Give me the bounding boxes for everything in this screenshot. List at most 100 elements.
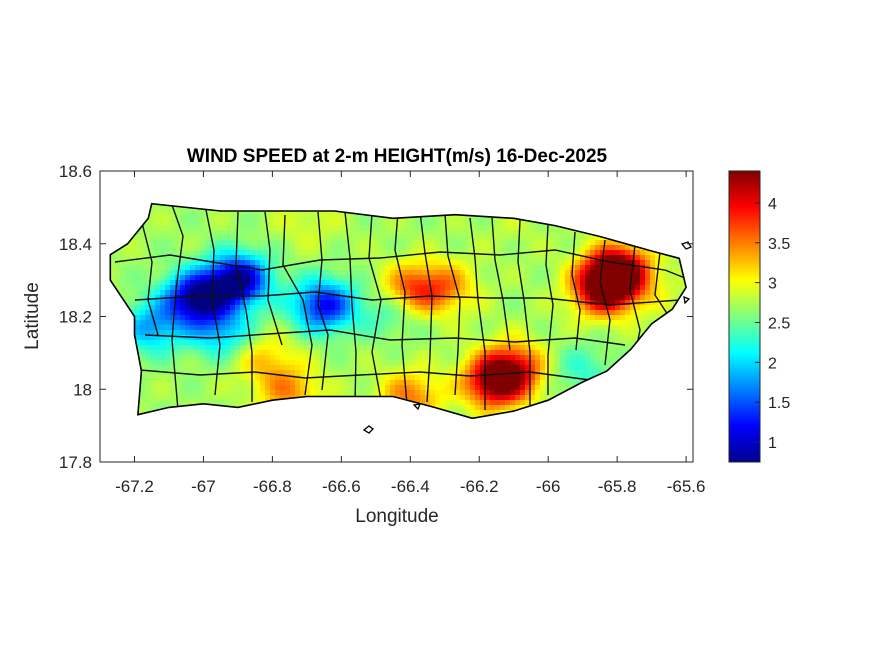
heat-cell — [570, 300, 576, 306]
heat-cell — [330, 320, 336, 326]
heat-cell — [600, 280, 606, 286]
heat-cell — [315, 250, 321, 256]
heat-cell — [265, 310, 271, 316]
heat-cell — [200, 380, 206, 386]
heat-cell — [460, 310, 466, 316]
heat-cell — [270, 380, 276, 386]
heat-cell — [190, 380, 196, 386]
heat-cell — [610, 310, 616, 316]
heat-cell — [180, 220, 186, 226]
heat-cell — [205, 245, 211, 251]
heat-cell — [290, 240, 296, 246]
heat-cell — [245, 215, 251, 221]
heat-cell — [440, 390, 446, 396]
heat-cell — [225, 310, 231, 316]
heat-cell — [320, 340, 326, 346]
heat-cell — [225, 365, 231, 371]
heat-cell — [150, 305, 156, 311]
heat-cell — [170, 225, 176, 231]
heat-cell — [275, 305, 281, 311]
heat-cell — [490, 245, 496, 251]
heat-cell — [380, 360, 386, 366]
heat-cell — [270, 230, 276, 236]
heat-cell — [230, 235, 236, 241]
heat-cell — [415, 330, 421, 336]
heat-cell — [475, 310, 481, 316]
heat-cell — [520, 380, 526, 386]
heat-cell — [215, 250, 221, 256]
heat-cell — [220, 385, 226, 391]
heat-cell — [495, 345, 501, 351]
heat-cell — [505, 340, 511, 346]
heat-cell — [390, 295, 396, 301]
heat-cell — [565, 280, 571, 286]
heat-cell — [370, 385, 376, 391]
heat-cell — [250, 330, 256, 336]
heat-cell — [380, 285, 386, 291]
heat-cell — [380, 370, 386, 376]
heat-cell — [590, 265, 596, 271]
heat-cell — [260, 210, 266, 216]
heat-cell — [465, 235, 471, 241]
heat-cell — [150, 375, 156, 381]
heat-cell — [290, 370, 296, 376]
heat-cell — [420, 240, 426, 246]
heat-cell — [520, 265, 526, 271]
heat-cell — [280, 225, 286, 231]
heat-cell — [390, 260, 396, 266]
heat-cell — [375, 345, 381, 351]
heat-cell — [195, 260, 201, 266]
heat-cell — [235, 255, 241, 261]
heat-cell — [205, 315, 211, 321]
heat-cell — [365, 360, 371, 366]
heat-cell — [275, 285, 281, 291]
heat-cell — [370, 275, 376, 281]
heat-cell — [395, 240, 401, 246]
heat-cell — [540, 395, 546, 401]
heat-cell — [160, 365, 166, 371]
heat-cell — [255, 300, 261, 306]
heat-cell — [400, 375, 406, 381]
heat-cell — [195, 265, 201, 271]
heat-cell — [240, 325, 246, 331]
heat-cell — [190, 255, 196, 261]
heat-cell — [235, 295, 241, 301]
heat-cell — [345, 365, 351, 371]
heat-cell — [365, 265, 371, 271]
heat-cell — [535, 355, 541, 361]
heat-cell — [175, 285, 181, 291]
heat-cell — [600, 240, 606, 246]
heat-cell — [275, 340, 281, 346]
heat-cell — [295, 240, 301, 246]
heat-cell — [550, 250, 556, 256]
heat-cell — [170, 210, 176, 216]
heat-cell — [160, 330, 166, 336]
heat-cell — [325, 380, 331, 386]
heat-cell — [180, 295, 186, 301]
heat-cell — [515, 340, 521, 346]
heat-cell — [495, 310, 501, 316]
heat-cell — [555, 330, 561, 336]
heat-cell — [480, 230, 486, 236]
heat-cell — [545, 260, 551, 266]
heat-cell — [270, 300, 276, 306]
heat-cell — [240, 210, 246, 216]
heat-cell — [180, 325, 186, 331]
heat-cell — [200, 225, 206, 231]
heat-cell — [435, 335, 441, 341]
heat-cell — [360, 330, 366, 336]
heat-cell — [120, 245, 126, 251]
heat-cell — [325, 315, 331, 321]
heat-cell — [135, 310, 141, 316]
heat-cell — [195, 215, 201, 221]
heat-cell — [250, 395, 256, 401]
heat-cell — [375, 310, 381, 316]
heat-cell — [175, 235, 181, 241]
heat-cell — [150, 355, 156, 361]
heat-cell — [225, 225, 231, 231]
heat-cell — [325, 370, 331, 376]
heat-cell — [215, 240, 221, 246]
heat-cell — [175, 255, 181, 261]
heat-cell — [310, 320, 316, 326]
heat-cell — [125, 260, 131, 266]
